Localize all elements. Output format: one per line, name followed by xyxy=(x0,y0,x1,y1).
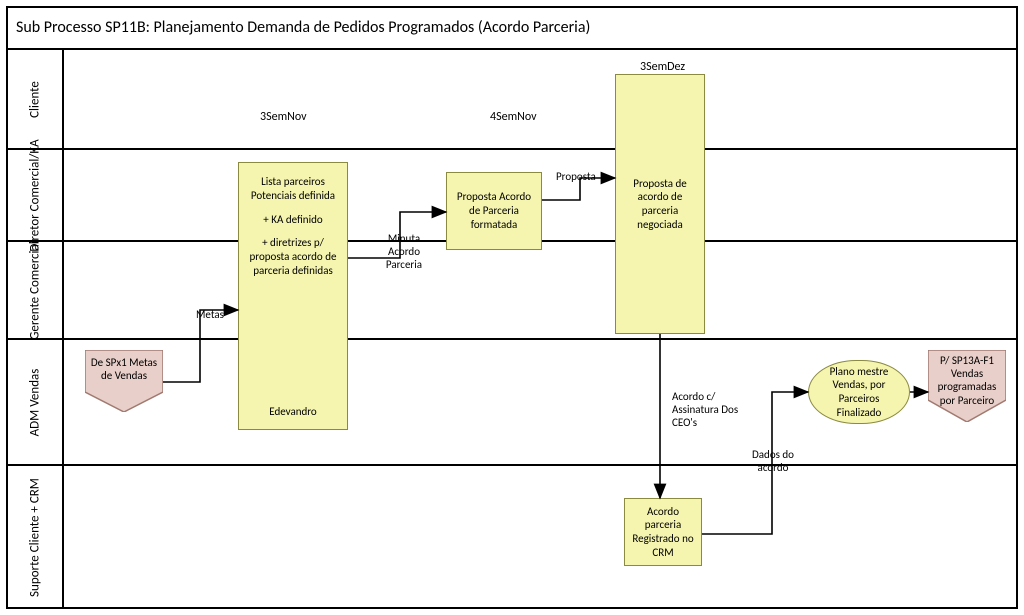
swimlane-diagram: Sub Processo SP11B: Planejamento Demanda… xyxy=(0,0,1024,615)
connectors-layer xyxy=(0,0,1024,615)
edge-label-dados: Dados do acordo xyxy=(738,448,808,474)
edge-label-metas: Metas xyxy=(196,308,224,321)
edge-label-acordo-ceo: Acordo c/ Assinatura Dos CEO's xyxy=(672,390,752,430)
edge-label-proposta: Proposta xyxy=(556,170,596,183)
edge-label-minuta: Minuta Acordo Parceria xyxy=(374,232,434,272)
